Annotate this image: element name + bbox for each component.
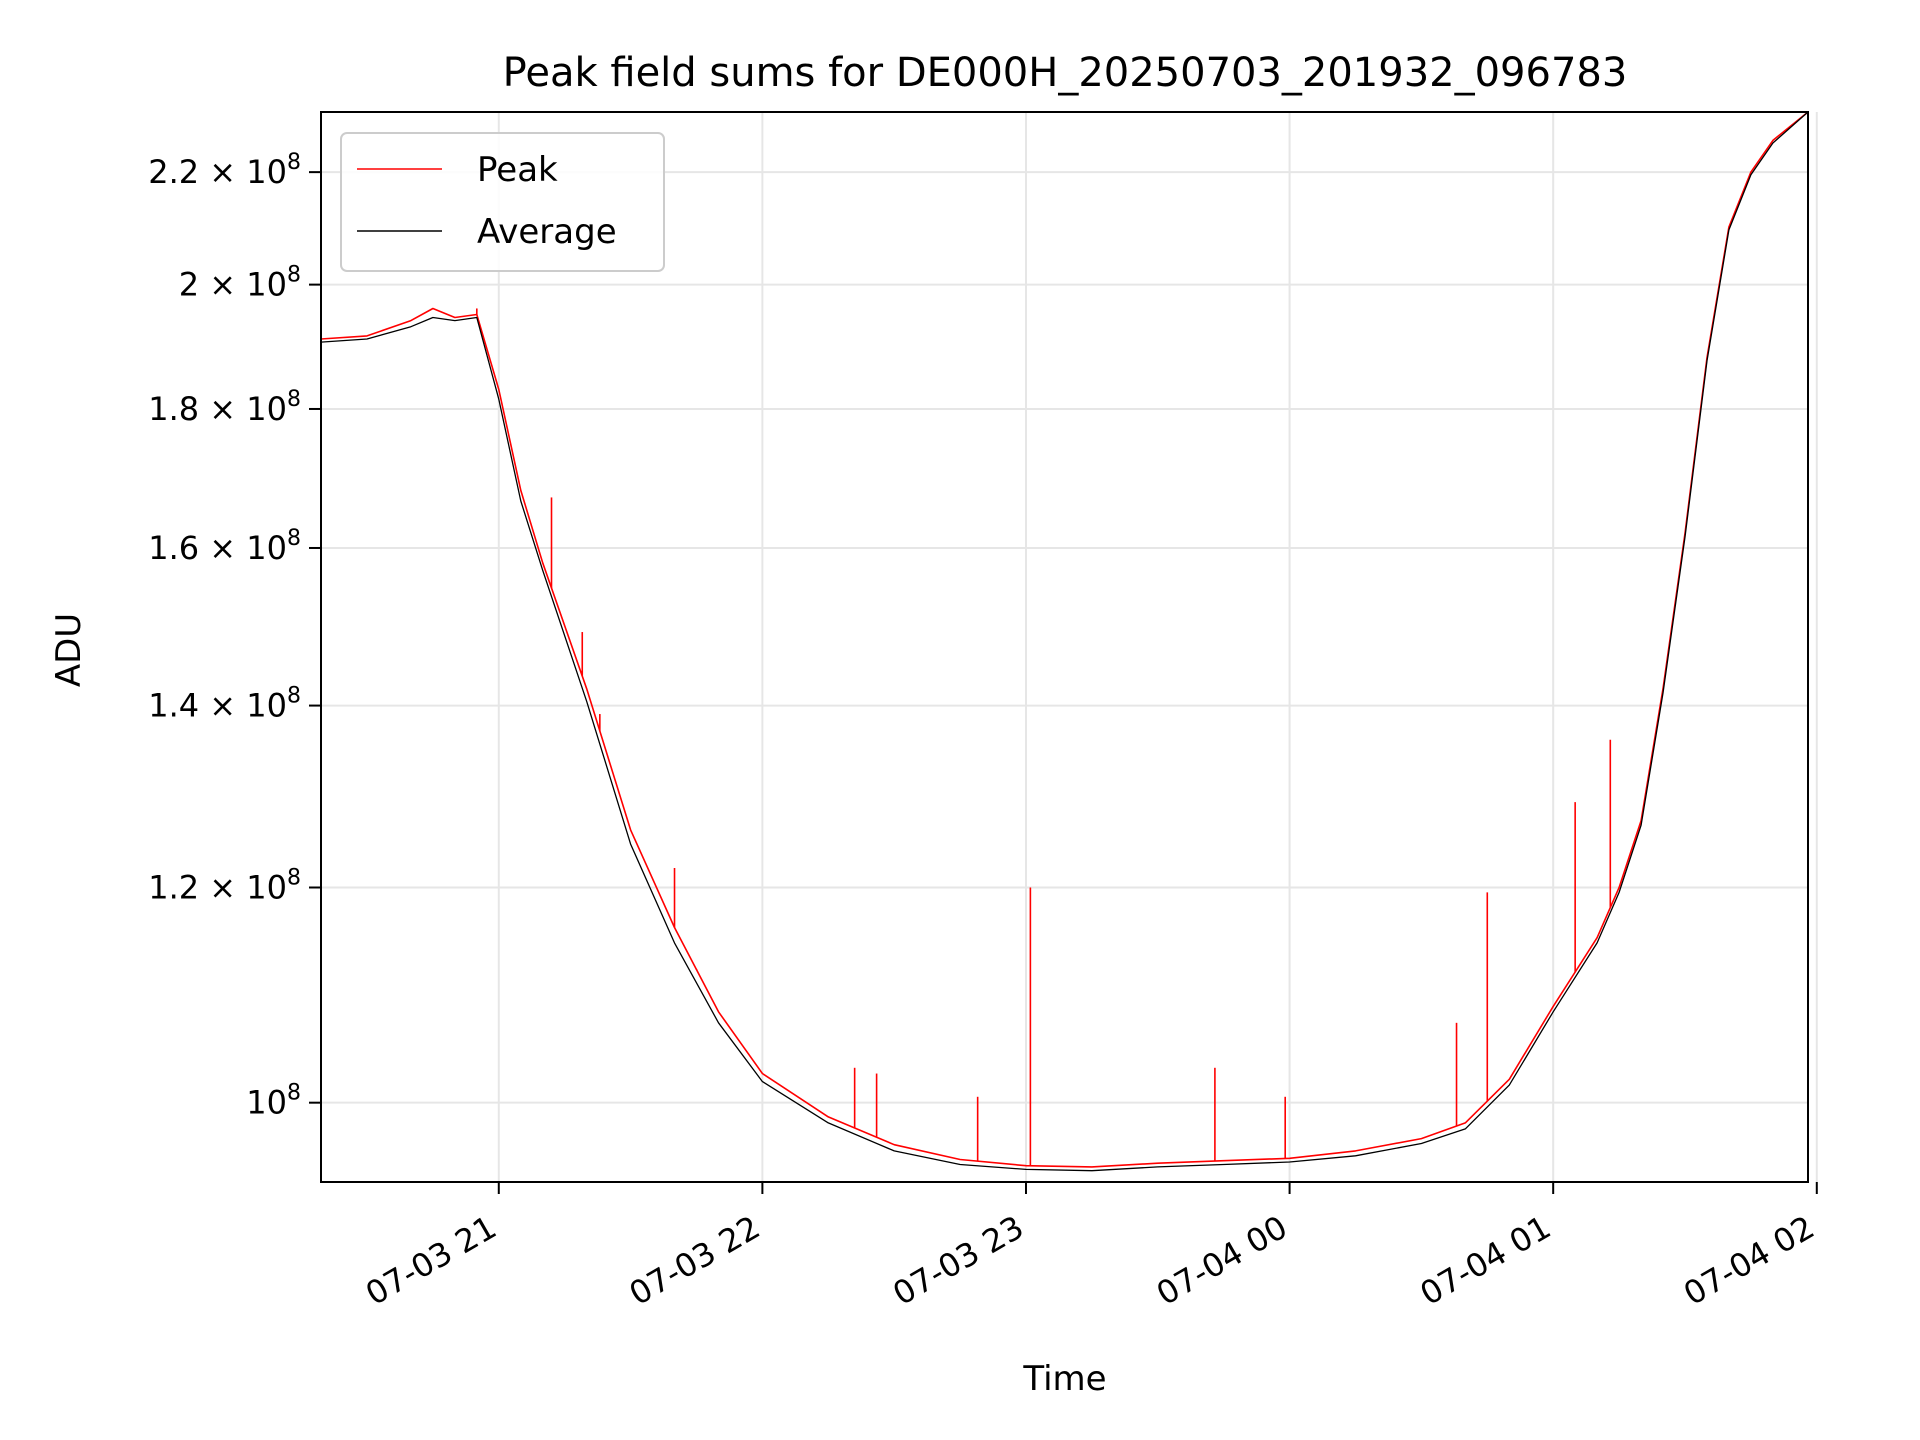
y-axis-label: ADU xyxy=(49,613,89,687)
plot-frame xyxy=(320,111,1809,1183)
y-axis: 108 1.2 × 108 1.4 × 108 1.6 × 108 1.8 × 108 2… xyxy=(148,150,321,1122)
data-point-average xyxy=(1355,1155,1357,1157)
data-point-average xyxy=(1596,942,1598,944)
data-point-peak xyxy=(498,389,500,391)
data-point-average xyxy=(1618,892,1620,894)
data-point-peak xyxy=(1223,1160,1225,1162)
legend-label-peak: Peak xyxy=(477,150,558,190)
data-point-peak xyxy=(630,829,632,831)
data-point-peak xyxy=(1772,140,1774,142)
series-layer xyxy=(320,111,1809,1172)
data-point-peak xyxy=(1465,1122,1467,1124)
data-point-peak xyxy=(1355,1150,1357,1152)
data-point-average xyxy=(1421,1143,1423,1145)
data-point-peak xyxy=(1025,1165,1027,1167)
y-tick-label: 1.2 × 108 xyxy=(148,866,301,907)
data-point-average xyxy=(762,1081,764,1083)
data-point-peak xyxy=(1618,887,1620,889)
data-point-average xyxy=(432,317,434,319)
data-point-peak xyxy=(410,320,412,322)
data-point-peak xyxy=(432,308,434,310)
data-point-average xyxy=(827,1122,829,1124)
data-point-peak xyxy=(1750,171,1752,173)
data-point-average xyxy=(1508,1084,1510,1086)
data-point-peak xyxy=(366,335,368,337)
data-point-peak xyxy=(520,490,522,492)
data-point-average xyxy=(959,1164,961,1166)
data-point-average xyxy=(586,701,588,703)
data-point-average xyxy=(1465,1128,1467,1130)
data-point-average xyxy=(520,500,522,502)
data-point-average xyxy=(630,843,632,845)
data-point-average xyxy=(1772,142,1774,144)
data-point-peak xyxy=(1289,1157,1291,1159)
legend-label-average: Average xyxy=(477,212,617,252)
y-tick-label: 1.6 × 108 xyxy=(148,526,301,567)
data-point-average xyxy=(1640,824,1642,826)
data-point-peak xyxy=(1596,937,1598,939)
series-average xyxy=(320,111,1809,1172)
data-point-average xyxy=(410,326,412,328)
y-tick-label: 2.2 × 108 xyxy=(148,150,301,191)
data-point-peak xyxy=(1508,1079,1510,1081)
data-point-peak xyxy=(542,562,544,564)
data-point-average xyxy=(893,1150,895,1152)
grid xyxy=(321,112,1818,1182)
chart-title: Peak field sums for DE000H_20250703_2019… xyxy=(503,50,1628,96)
data-point-peak xyxy=(1552,1006,1554,1008)
y-tick-label: 2 × 108 xyxy=(179,263,301,304)
data-point-peak xyxy=(586,688,588,690)
x-axis-label: Time xyxy=(1022,1359,1106,1399)
data-point-average xyxy=(674,942,676,944)
y-tick-label: 108 xyxy=(246,1081,301,1122)
data-point-average xyxy=(1728,229,1730,231)
data-point-average xyxy=(1684,536,1686,538)
series-line-average xyxy=(320,111,1809,1172)
data-point-average xyxy=(1223,1164,1225,1166)
data-point-average xyxy=(1552,1011,1554,1013)
data-point-average xyxy=(1289,1161,1291,1163)
data-point-peak xyxy=(762,1073,764,1075)
legend: Peak Average xyxy=(340,132,665,272)
data-point-peak xyxy=(1157,1162,1159,1164)
y-tick-label: 1.8 × 108 xyxy=(148,387,301,428)
data-point-average xyxy=(366,338,368,340)
data-point-average xyxy=(454,320,456,322)
data-point-average xyxy=(1091,1170,1093,1172)
data-point-peak xyxy=(1091,1166,1093,1168)
y-tick-label: 1.4 × 108 xyxy=(148,684,301,725)
data-point-average xyxy=(718,1022,720,1024)
data-point-peak xyxy=(959,1159,961,1161)
data-point-average xyxy=(1025,1169,1027,1171)
data-point-average xyxy=(1662,692,1664,694)
data-point-peak xyxy=(827,1116,829,1118)
data-point-peak xyxy=(1421,1138,1423,1140)
data-point-average xyxy=(1706,360,1708,362)
data-point-average xyxy=(1750,174,1752,176)
data-point-peak xyxy=(718,1011,720,1013)
data-point-average xyxy=(542,570,544,572)
data-point-peak xyxy=(893,1144,895,1146)
legend-box xyxy=(340,132,665,272)
data-point-average xyxy=(498,398,500,400)
data-point-average xyxy=(476,317,478,319)
data-point-peak xyxy=(454,317,456,319)
data-point-average xyxy=(1157,1166,1159,1168)
